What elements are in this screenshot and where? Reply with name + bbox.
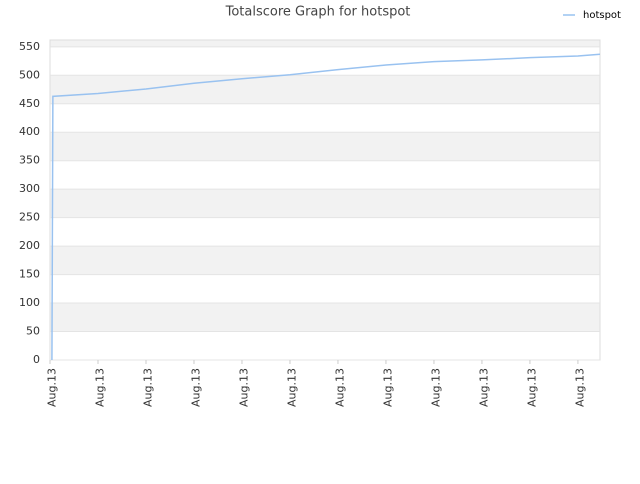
grid-band bbox=[50, 303, 600, 332]
x-tick-label: Aug.13 bbox=[93, 368, 106, 407]
x-tick-label: Aug.13 bbox=[525, 368, 538, 407]
x-tick-label: Aug.13 bbox=[381, 368, 394, 407]
y-tick-label: 0 bbox=[33, 353, 40, 366]
legend-label: hotspot bbox=[583, 10, 621, 21]
x-tick-label: Aug.13 bbox=[573, 368, 586, 407]
x-tick-label: Aug.13 bbox=[333, 368, 346, 407]
y-tick-label: 250 bbox=[19, 211, 40, 224]
grid-band bbox=[50, 246, 600, 275]
x-tick-label: Aug.13 bbox=[429, 368, 442, 407]
x-tick-label: Aug.13 bbox=[141, 368, 154, 407]
x-tick-label: Aug.13 bbox=[189, 368, 202, 407]
y-tick-label: 350 bbox=[19, 154, 40, 167]
chart-title: Totalscore Graph for hotspot bbox=[225, 5, 411, 20]
grid-band bbox=[50, 132, 600, 161]
x-tick-label: Aug.13 bbox=[477, 368, 490, 407]
y-tick-label: 550 bbox=[19, 40, 40, 53]
y-tick-label: 200 bbox=[19, 239, 40, 252]
grid-band bbox=[50, 189, 600, 218]
grid-band bbox=[50, 40, 600, 47]
y-tick-label: 100 bbox=[19, 296, 40, 309]
y-tick-label: 500 bbox=[19, 68, 40, 81]
x-tick-label: Aug.13 bbox=[46, 368, 59, 407]
y-tick-label: 450 bbox=[19, 97, 40, 110]
y-tick-label: 400 bbox=[19, 125, 40, 138]
y-tick-label: 50 bbox=[26, 325, 40, 338]
x-tick-label: Aug.13 bbox=[237, 368, 250, 407]
y-tick-label: 300 bbox=[19, 182, 40, 195]
y-tick-label: 150 bbox=[19, 268, 40, 281]
x-tick-label: Aug.13 bbox=[285, 368, 298, 407]
line bbox=[51, 53, 601, 361]
